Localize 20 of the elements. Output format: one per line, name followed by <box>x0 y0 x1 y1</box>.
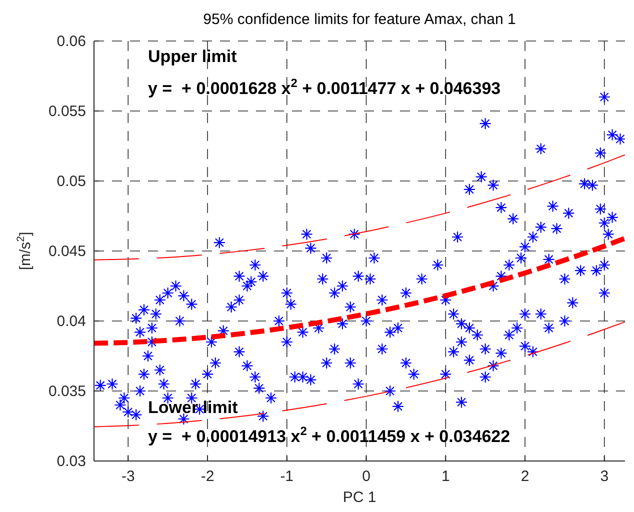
annotation: y = + 0.00014913 x$^{2}$ + 0.0011459 x + 0.034622 <box>148 424 510 446</box>
x-tick-label: 3 <box>600 468 609 485</box>
x-tick-label: -3 <box>121 468 135 485</box>
y-tick-label: 0.04 <box>56 313 86 330</box>
x-tick-label: -1 <box>280 468 294 485</box>
y-tick-label: 0.05 <box>56 173 86 190</box>
y-tick-label: 0.03 <box>56 453 86 470</box>
x-tick-label: -2 <box>200 468 214 485</box>
x-tick-label: 0 <box>362 468 370 485</box>
annotation: Lower limit <box>148 398 238 417</box>
y-tick-label: 0.06 <box>56 33 86 50</box>
x-tick-label: 1 <box>441 468 450 485</box>
x-tick-label: 2 <box>520 468 530 485</box>
x-axis-title: PC 1 <box>342 489 376 506</box>
annotation: Upper limit <box>148 47 238 66</box>
annotation: y = + 0.0001628 x$^{2}$ + 0.0011477 x + 0.046393 <box>148 76 501 98</box>
y-tick-label: 0.045 <box>48 243 86 260</box>
y-tick-label: 0.055 <box>48 103 86 120</box>
chart-title: 95% confidence limits for feature Amax, chan 1 <box>203 11 516 28</box>
y-tick-label: 0.035 <box>48 383 86 400</box>
